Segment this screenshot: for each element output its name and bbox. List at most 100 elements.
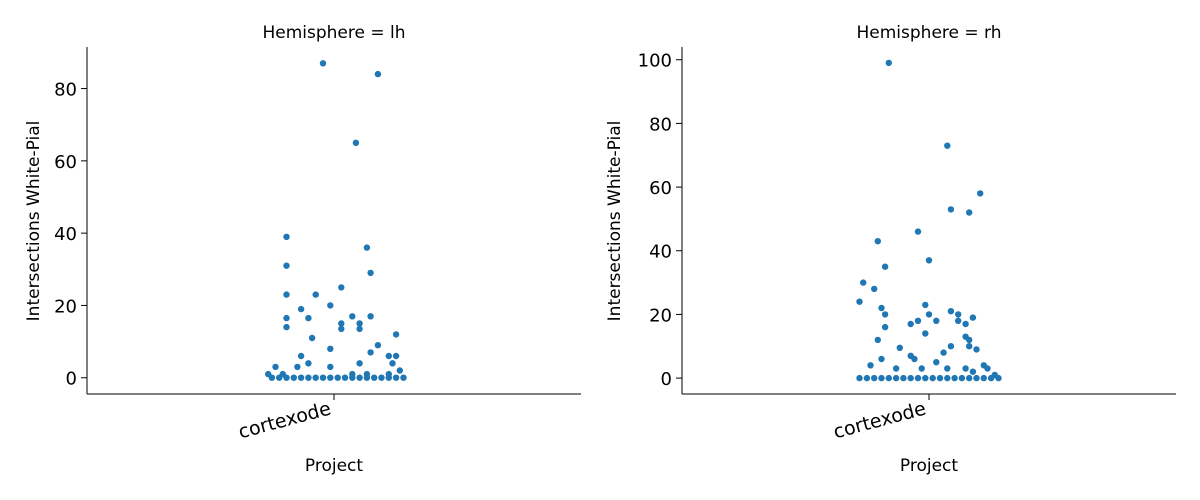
data-point	[319, 60, 327, 67]
data-point	[878, 304, 885, 312]
data-point	[367, 269, 374, 277]
panel-lh: Hemisphere = lh Intersections White-Pial…	[24, 23, 581, 476]
data-point	[283, 374, 290, 381]
data-point	[977, 190, 984, 197]
y-tick-label: 40	[54, 224, 77, 245]
data-point	[363, 374, 371, 381]
data-point	[984, 365, 991, 372]
data-point	[283, 233, 290, 240]
data-point	[385, 352, 392, 360]
y-tick-label: 20	[649, 305, 672, 326]
data-point	[885, 374, 892, 382]
data-point	[338, 284, 345, 291]
data-point	[911, 355, 918, 363]
panel-title: Hemisphere = rh	[857, 23, 1002, 43]
data-point	[356, 320, 363, 327]
data-point	[319, 374, 327, 381]
data-point	[400, 374, 407, 381]
data-point	[969, 314, 977, 321]
data-point	[352, 139, 360, 146]
data-point	[371, 374, 378, 381]
data-point	[922, 330, 929, 337]
data-point	[341, 374, 349, 381]
data-point	[874, 238, 881, 245]
data-point	[396, 367, 403, 374]
data-point	[922, 301, 929, 309]
data-point	[918, 365, 925, 372]
data-point	[268, 374, 276, 381]
data-point	[907, 320, 914, 328]
data-point	[962, 320, 969, 328]
y-tick-label: 60	[649, 178, 672, 199]
data-point	[995, 374, 1002, 382]
data-point	[881, 311, 889, 318]
data-point	[305, 374, 312, 381]
data-point	[327, 302, 334, 309]
data-point	[356, 360, 363, 367]
data-points	[265, 60, 407, 381]
y-tick-label: 0	[661, 369, 672, 390]
data-point	[871, 374, 878, 382]
panel-title: Hemisphere = lh	[262, 23, 405, 43]
data-point	[914, 317, 922, 324]
data-point	[947, 206, 955, 213]
data-point	[969, 368, 977, 375]
y-tick-label: 0	[66, 369, 77, 390]
data-point	[305, 314, 312, 322]
data-point	[356, 374, 363, 381]
data-point	[283, 291, 290, 298]
data-point	[389, 360, 396, 367]
data-point	[885, 59, 892, 67]
x-tick-label: cortexode	[236, 398, 333, 444]
y-tick-label: 80	[54, 80, 77, 101]
data-point	[338, 320, 345, 327]
data-point	[933, 317, 940, 324]
data-point	[925, 311, 933, 318]
y-axis-title: Intersections White-Pial	[24, 121, 44, 322]
y-tick-label: 20	[54, 296, 77, 317]
data-point	[860, 279, 867, 286]
data-point	[925, 257, 933, 264]
data-point	[867, 362, 874, 369]
data-point	[914, 228, 922, 235]
y-tick-label: 40	[649, 242, 672, 263]
data-point	[272, 363, 279, 371]
data-point	[863, 374, 871, 382]
data-point	[973, 346, 980, 353]
axes: 0 20 40 60 80 100	[638, 47, 1176, 400]
axes: 0 20 40 60 80	[54, 47, 581, 400]
data-point	[955, 317, 962, 324]
data-point	[922, 374, 929, 382]
data-point	[980, 374, 987, 382]
data-point	[936, 374, 944, 382]
data-point	[367, 313, 374, 320]
data-point	[892, 365, 900, 372]
data-point	[327, 345, 334, 352]
data-point	[374, 342, 382, 349]
data-point	[856, 298, 863, 305]
data-point	[856, 374, 863, 382]
data-point	[874, 336, 881, 344]
data-point	[327, 363, 334, 371]
data-point	[305, 360, 312, 367]
data-point	[334, 374, 341, 381]
data-point	[881, 323, 889, 331]
data-point	[312, 374, 319, 381]
data-point	[962, 365, 969, 372]
data-point	[294, 363, 301, 371]
data-point	[900, 374, 907, 382]
data-point	[276, 374, 283, 381]
data-point	[955, 311, 962, 318]
data-point	[312, 291, 319, 298]
data-point	[944, 142, 951, 149]
data-point	[951, 374, 958, 382]
data-point	[896, 344, 903, 351]
data-point	[363, 244, 371, 251]
data-point	[958, 374, 966, 382]
data-point	[297, 374, 305, 381]
data-point	[297, 352, 305, 360]
data-point	[933, 359, 940, 366]
data-point	[929, 374, 936, 382]
data-point	[987, 374, 995, 382]
data-point	[878, 374, 885, 382]
